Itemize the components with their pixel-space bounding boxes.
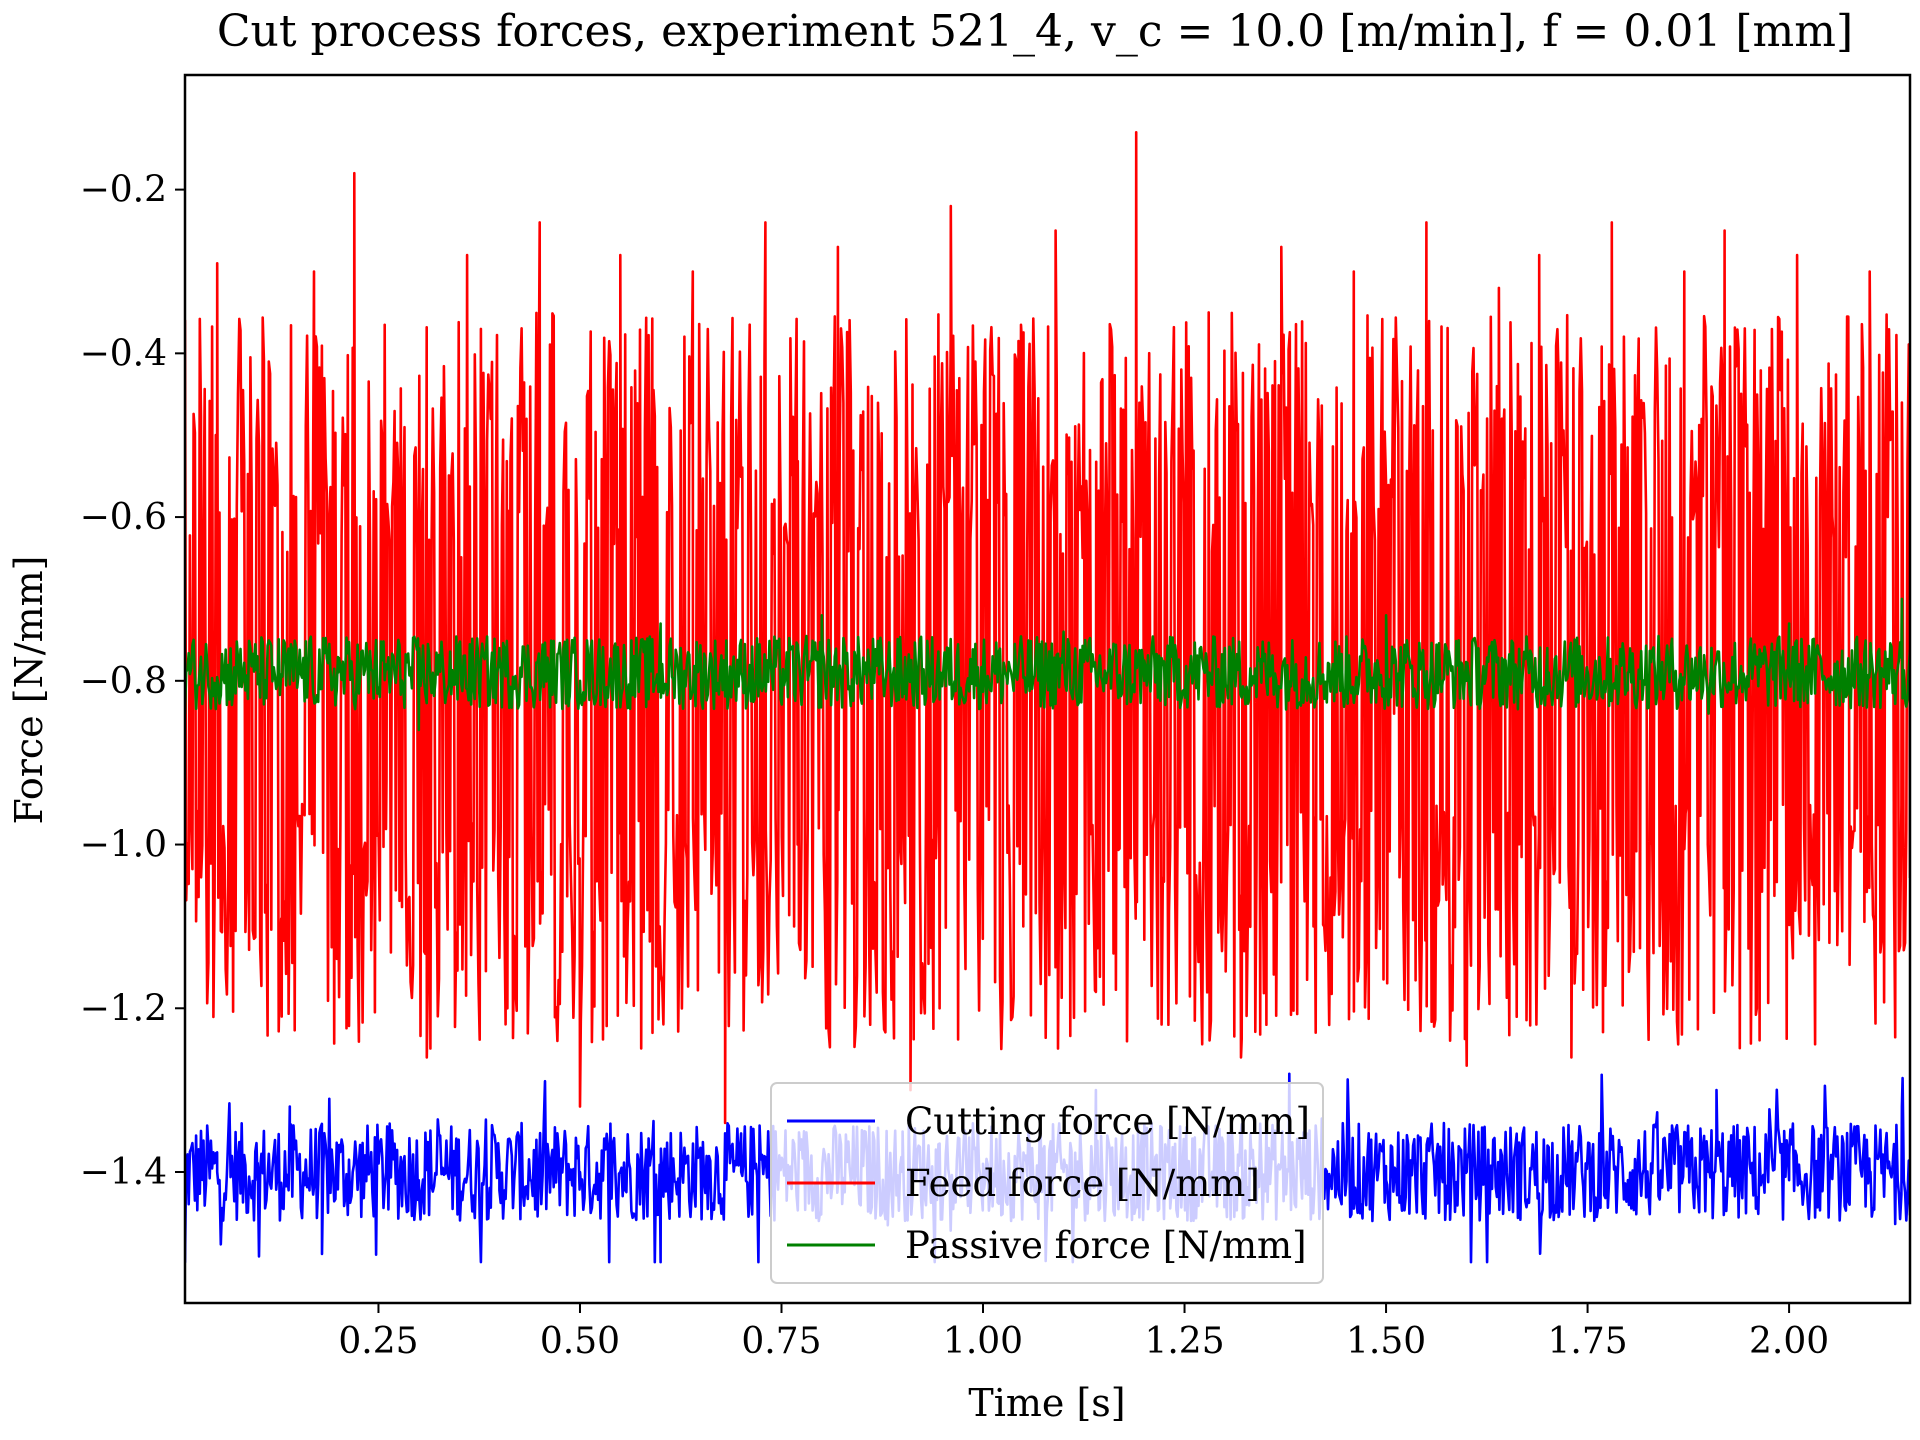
legend-entry: Feed force [N/mm] [905,1162,1260,1205]
y-tick-label: −1.4 [80,1152,167,1193]
legend-entry: Passive force [N/mm] [905,1224,1307,1267]
series-line-3 [185,597,1910,732]
x-tick-label: 2.00 [1749,1321,1829,1362]
plot-frame [183,73,1912,1305]
series-line-2 [185,131,1910,1125]
x-tick-label: 0.25 [338,1321,418,1362]
legend-entry: Cutting force [N/mm] [905,1100,1310,1143]
x-tick-label: 1.25 [1144,1321,1224,1362]
y-tick-label: −1.0 [80,825,167,866]
x-tick-label: 0.50 [540,1321,620,1362]
legend: Cutting force [N/mm] Feed force [N/mm] Pas… [770,1082,1324,1284]
x-tick-label: 1.50 [1346,1321,1426,1362]
x-axis-label: Time [s] [968,1381,1125,1425]
y-tick-label: −0.8 [80,661,167,702]
y-tick-label: −0.2 [80,170,167,211]
y-tick-label: −0.4 [80,333,167,374]
x-tick-label: 0.75 [741,1321,821,1362]
x-axis: 0.25 0.50 0.75 1.00 1.25 1.50 1.75 2.00 [338,1303,1829,1362]
y-tick-label: −0.6 [80,497,167,538]
y-axis-label: Force [N/mm] [7,556,51,825]
x-tick-label: 1.00 [943,1321,1023,1362]
x-tick-label: 1.75 [1547,1321,1627,1362]
y-tick-label: −1.2 [80,988,167,1029]
y-axis: −0.2 −0.4 −0.6 −0.8 −1.0 −1.2 −1.4 [80,170,185,1193]
legend-box [770,1082,1324,1284]
chart-title: Cut process forces, experiment 521_4, v_… [217,6,1853,57]
